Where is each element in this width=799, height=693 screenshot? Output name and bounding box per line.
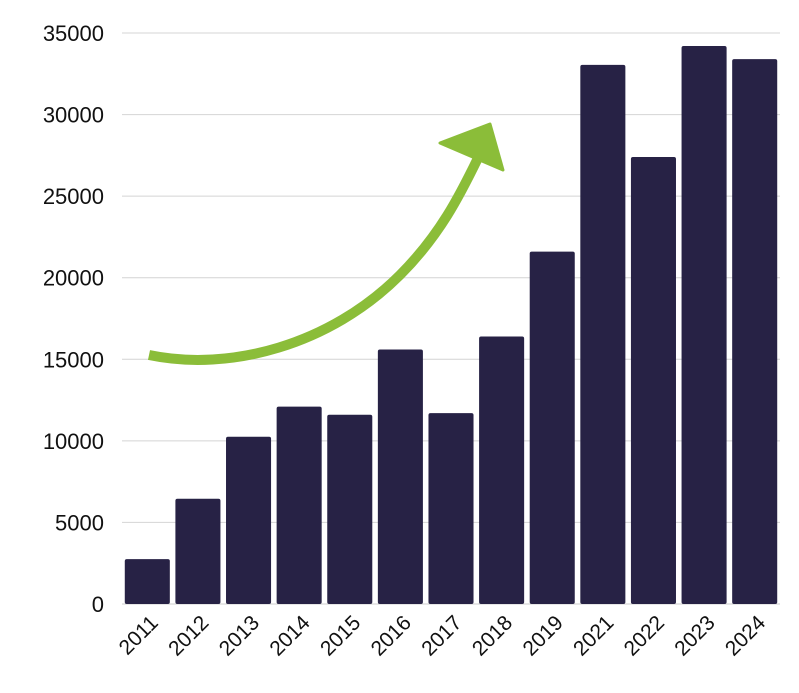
x-tick-label: 2013 <box>215 611 264 660</box>
arrow-head <box>438 122 505 172</box>
x-tick-label: 2019 <box>518 611 567 660</box>
bar-2011 <box>124 559 170 604</box>
bar-2017 <box>428 413 474 604</box>
x-tick-label: 2011 <box>115 611 163 659</box>
bar-2012 <box>175 498 221 604</box>
x-tick-label: 2015 <box>316 611 365 660</box>
y-tick-label: 30000 <box>43 103 104 128</box>
y-tick-label: 25000 <box>43 184 104 209</box>
x-axis-ticks: 2011 2012 2013 2014 2015 2016 2017 2018 2019 2021… <box>115 611 771 661</box>
bar-2016 <box>377 349 423 604</box>
y-tick-label: 0 <box>92 592 104 617</box>
bar-2021 <box>580 64 626 604</box>
bar-2013 <box>226 436 272 604</box>
x-tick-label: 2017 <box>417 611 466 660</box>
y-tick-label: 10000 <box>43 429 104 454</box>
x-tick-label: 2024 <box>721 611 771 661</box>
x-tick-label: 2018 <box>468 611 517 660</box>
x-tick-label: 2021 <box>569 611 618 660</box>
y-tick-label: 35000 <box>43 21 104 46</box>
x-tick-label: 2023 <box>670 611 719 660</box>
x-tick-label: 2014 <box>265 611 315 661</box>
bar-2024 <box>732 59 778 605</box>
bars <box>124 46 778 605</box>
y-tick-label: 15000 <box>43 347 104 372</box>
bar-2015 <box>327 414 373 604</box>
bar-2014 <box>276 406 322 604</box>
bar-2019 <box>529 251 575 604</box>
bar-2018 <box>479 336 525 604</box>
x-tick-label: 2016 <box>367 611 416 660</box>
trend-arrow-icon <box>147 122 505 365</box>
y-axis-ticks: 0 5000 10000 15000 20000 25000 30000 35000 <box>43 21 104 617</box>
y-tick-label: 20000 <box>43 266 104 291</box>
arrow-shaft <box>147 155 483 365</box>
x-tick-label: 2012 <box>164 611 213 660</box>
bar-2022 <box>630 156 676 604</box>
bar-2023 <box>681 46 727 604</box>
y-tick-label: 5000 <box>55 510 104 535</box>
x-tick-label: 2022 <box>620 611 669 660</box>
